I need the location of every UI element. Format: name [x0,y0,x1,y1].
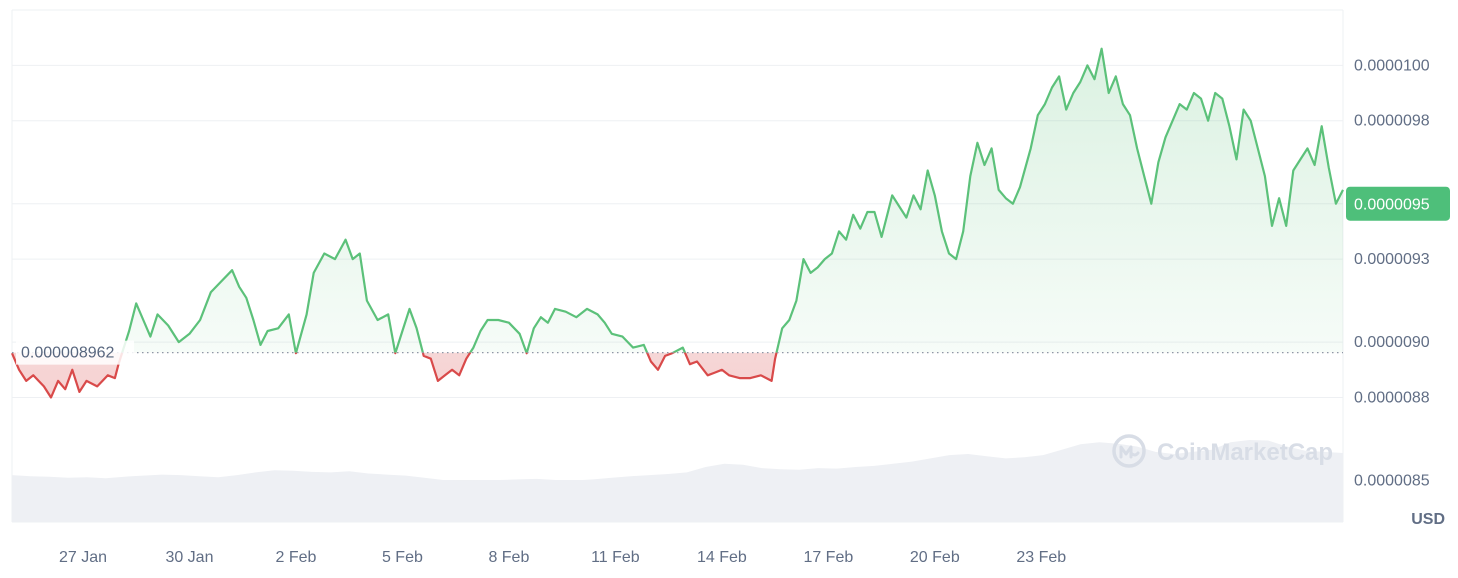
x-tick-label: 5 Feb [382,549,423,566]
price-area [12,48,1343,398]
x-tick-label: 20 Feb [910,549,960,566]
currency-unit-label: USD [1411,511,1445,528]
price-lines [10,47,1344,399]
watermark: CoinMarketCap [1112,434,1333,468]
y-tick-label: 0.0000085 [1354,472,1430,489]
y-tick-label: 0.0000090 [1354,334,1430,351]
x-axis: 27 Jan 30 Jan 2 Feb 5 Feb 8 Feb 11 Feb 14 Feb 1… [59,549,1066,566]
y-tick-label: 0.0000098 [1354,113,1430,130]
x-tick-label: 17 Feb [803,549,853,566]
x-tick-label: 23 Feb [1016,549,1066,566]
y-axis: 0.0000085 0.0000088 0.0000090 0.0000093 0.00… [1354,57,1430,489]
x-tick-label: 30 Jan [165,549,213,566]
current-price-label: 0.0000095 [1354,197,1430,214]
current-price-badge: 0.0000095 [1346,186,1450,221]
y-tick-label: 0.0000100 [1354,57,1430,74]
coinmarketcap-logo-icon [1112,434,1146,468]
price-line-up [121,47,1344,353]
x-tick-label: 2 Feb [275,549,316,566]
volume-area [12,440,1343,522]
watermark-text: CoinMarketCap [1157,439,1333,466]
baseline-group: 0.000008962 [12,340,1343,365]
y-tick-label: 0.0000088 [1354,389,1430,406]
baseline-label: 0.000008962 [21,345,115,362]
x-tick-label: 8 Feb [488,549,529,566]
x-tick-label: 11 Feb [591,549,640,566]
volume-shape [12,440,1343,522]
baseline-label-bg [16,340,134,365]
price-area-up [12,48,1343,353]
y-tick-label: 0.0000093 [1354,251,1430,268]
x-tick-label: 27 Jan [59,549,107,566]
x-tick-label: 14 Feb [697,549,747,566]
price-line-down [10,352,778,399]
